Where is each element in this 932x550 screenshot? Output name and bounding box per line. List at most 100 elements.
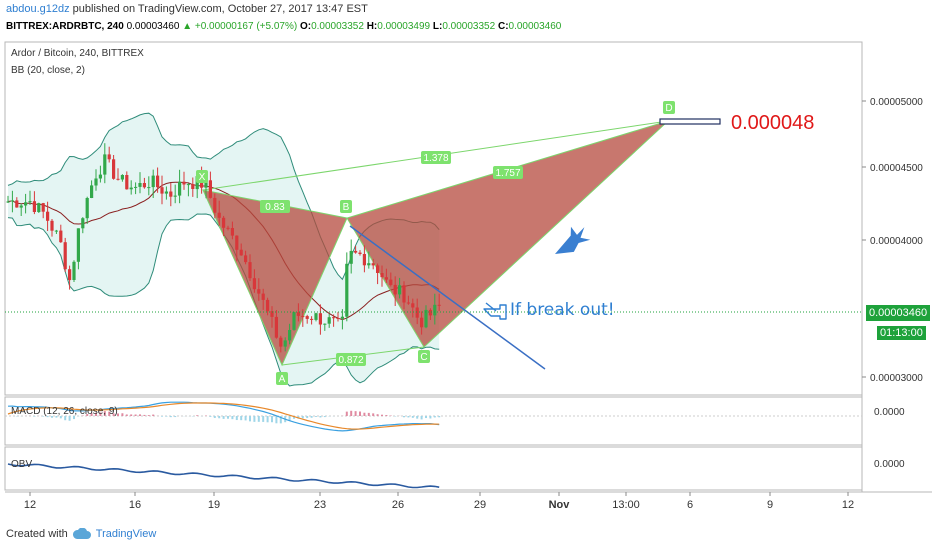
candle-body <box>384 277 388 280</box>
candle-body <box>164 191 168 194</box>
candle-body <box>156 175 160 188</box>
candle-body <box>332 317 336 319</box>
x-tick-label: 9 <box>767 499 773 511</box>
pattern-point-label: X <box>199 172 206 183</box>
candle-body <box>257 289 261 294</box>
tradingview-brand-link[interactable]: TradingView <box>95 528 157 540</box>
candle-body <box>367 263 371 266</box>
candle-body <box>208 180 212 198</box>
x-tick-label: Nov <box>549 499 571 511</box>
candle-body <box>46 211 50 221</box>
obv-indicator-label[interactable]: OBV <box>11 459 33 470</box>
candle-body <box>204 180 208 188</box>
pattern-ratio-badge <box>260 200 290 213</box>
candle-body <box>270 311 274 317</box>
candle-body <box>235 235 239 250</box>
candle-body <box>424 309 428 328</box>
candle-body <box>151 175 155 188</box>
macd-indicator-label[interactable]: MACD (12, 26, close, 9) <box>11 406 118 417</box>
candle-body <box>358 252 362 254</box>
candle-body <box>230 228 234 236</box>
x-tick-label: 13:00 <box>612 499 640 511</box>
candle-body <box>437 304 441 306</box>
candle-body <box>402 285 406 303</box>
pattern-ratio-label: 1.378 <box>423 153 448 164</box>
candle-body <box>288 330 292 341</box>
pattern-ratio-badge <box>421 151 451 164</box>
bollinger-band-fill <box>8 113 440 386</box>
x-tick-label: 23 <box>314 499 326 511</box>
breakout-note: If break out! <box>510 300 615 320</box>
candle-body <box>336 318 340 319</box>
bb-indicator-label[interactable]: BB (20, close, 2) <box>11 65 85 76</box>
countdown-tag: 01:13:00 <box>877 326 926 340</box>
candle-body <box>173 195 177 197</box>
candle-body <box>393 284 397 295</box>
author-link[interactable]: abdou.g12dz <box>6 3 70 15</box>
candle-body <box>292 312 296 330</box>
candle-body <box>349 250 353 264</box>
candle-body <box>222 217 226 228</box>
candle-body <box>362 254 366 266</box>
pattern-point-badge <box>418 350 430 363</box>
macd-line <box>7 401 440 432</box>
candle-body <box>107 154 111 160</box>
obv-plot-frame <box>4 446 863 491</box>
high-value: 0.00003499 <box>377 21 431 32</box>
footer-branding: Created with TradingView <box>6 528 156 540</box>
candle-body <box>415 307 419 318</box>
fighter-jet-icon <box>555 226 591 254</box>
candle-body <box>305 316 309 319</box>
candle-body <box>142 183 146 188</box>
pattern-ratio-badge <box>493 166 523 179</box>
pattern-ratio-label: 1.757 <box>495 168 520 179</box>
candle-body <box>296 312 300 316</box>
pattern-point-label: A <box>279 374 286 385</box>
candle-body <box>283 340 287 347</box>
x-tick-label: 19 <box>208 499 220 511</box>
candle-body <box>147 187 151 189</box>
last-price-tag: 0.00003460 <box>866 305 931 321</box>
candle-body <box>248 262 252 279</box>
close-value: 0.00003460 <box>508 21 562 32</box>
x-tick-label: 16 <box>129 499 141 511</box>
candle-body <box>15 200 19 208</box>
candle-body <box>279 337 283 347</box>
candle-body <box>411 303 415 308</box>
publish-info: published on TradingView.com, October 27… <box>69 3 368 15</box>
candle-body <box>41 203 45 212</box>
candle-body <box>72 261 76 280</box>
y-tick-label: 0.00004500 <box>870 163 923 174</box>
candle-body <box>94 178 98 186</box>
candle-body <box>389 279 393 285</box>
candle-body <box>371 263 375 266</box>
pattern-point-label: C <box>420 352 427 363</box>
candle-body <box>191 184 195 189</box>
candle-body <box>428 309 432 316</box>
candle-body <box>138 183 142 187</box>
candle-body <box>68 269 72 281</box>
publish-header: abdou.g12dz published on TradingView.com… <box>6 3 368 15</box>
tradingview-cloud-icon <box>72 528 91 539</box>
candle-body <box>85 198 89 219</box>
candle-body <box>125 175 129 190</box>
x-tick-label: 26 <box>392 499 404 511</box>
candle-body <box>310 318 314 320</box>
candle-body <box>301 315 305 317</box>
candle-body <box>19 205 23 208</box>
open-label: O: <box>299 21 312 32</box>
candle-body <box>345 263 349 317</box>
candle-body <box>314 313 318 320</box>
candle-body <box>98 174 102 179</box>
pattern-point-label: D <box>665 103 672 114</box>
x-tick-label: 6 <box>687 499 693 511</box>
candle-body <box>63 242 67 270</box>
candle-body <box>323 323 327 325</box>
candle-body <box>398 285 402 295</box>
created-with-text: Created with <box>6 528 68 540</box>
macd-signal-line <box>7 402 440 430</box>
candle-body <box>318 313 322 325</box>
y-tick-label: 0.00003000 <box>870 373 923 384</box>
candle-body <box>32 201 36 212</box>
